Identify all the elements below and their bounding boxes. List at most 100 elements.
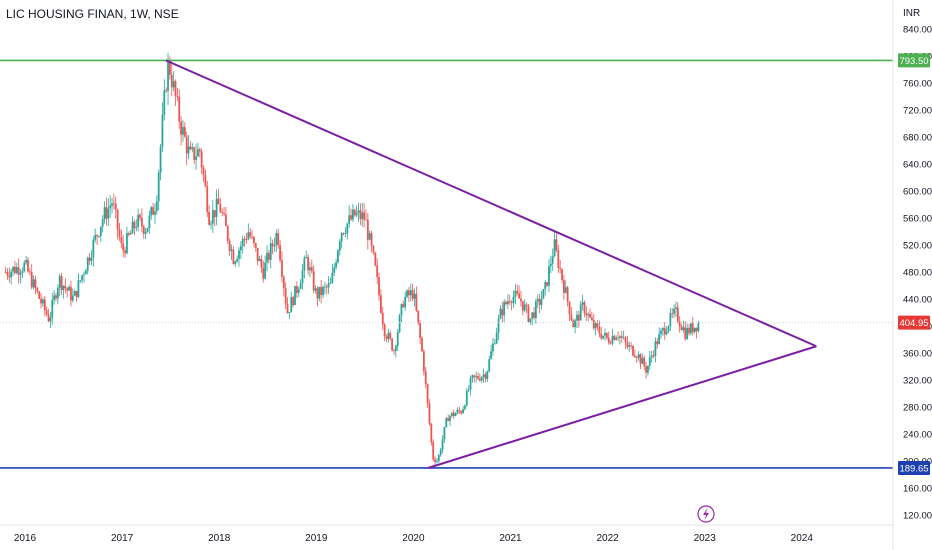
- candle-body: [309, 267, 311, 271]
- candle-body: [531, 312, 534, 319]
- candle-body: [219, 204, 222, 213]
- candle-body: [622, 337, 625, 339]
- candle-body: [628, 345, 631, 347]
- candle-body: [294, 286, 296, 305]
- candle-body: [669, 313, 672, 327]
- candle-body: [667, 326, 670, 332]
- candle-body: [529, 318, 532, 323]
- candle-body: [370, 233, 373, 246]
- candle-body: [512, 296, 515, 304]
- candle-body: [275, 233, 278, 246]
- candle-body: [66, 288, 69, 291]
- candle-body: [602, 335, 605, 339]
- candle-body: [365, 219, 367, 221]
- candle-body: [60, 276, 63, 290]
- candle-body: [322, 287, 324, 296]
- candle-body: [163, 90, 166, 115]
- candle-body: [122, 243, 125, 251]
- candle-body: [152, 207, 154, 215]
- y-tick-label: 320.00: [903, 376, 932, 387]
- candle-body: [157, 172, 160, 202]
- candle-body: [127, 233, 130, 235]
- candle-body: [323, 286, 326, 288]
- candle-body: [45, 309, 48, 315]
- candle-body: [169, 61, 171, 75]
- candle-body: [299, 283, 302, 289]
- y-tick-label: 120.00: [903, 511, 932, 522]
- candle-body: [421, 337, 423, 352]
- candles-group: [4, 52, 700, 466]
- candle-body: [609, 342, 612, 344]
- candle-body: [25, 260, 28, 263]
- candle-body: [574, 320, 577, 328]
- candle-body: [454, 413, 457, 417]
- candle-body: [478, 378, 481, 381]
- candle-body: [408, 290, 410, 296]
- candle-body: [103, 207, 106, 220]
- candle-body: [462, 409, 464, 414]
- candle-body: [137, 214, 140, 228]
- candle-body: [604, 332, 606, 336]
- candle-body: [366, 219, 369, 240]
- candle-body: [615, 337, 618, 340]
- candle-body: [587, 314, 590, 316]
- candle-body: [398, 315, 401, 333]
- candle-body: [247, 232, 250, 240]
- candle-body: [10, 271, 13, 278]
- x-tick-label: 2019: [305, 533, 328, 544]
- candle-body: [682, 327, 685, 331]
- candle-body: [266, 252, 268, 263]
- candle-body: [215, 198, 218, 218]
- candle-body: [202, 167, 205, 176]
- candle-body: [648, 357, 651, 366]
- candle-body: [34, 279, 37, 288]
- candle-body: [211, 210, 214, 224]
- y-tick-label: 360.00: [903, 349, 932, 360]
- candle-body: [566, 287, 569, 302]
- candle-body: [650, 355, 653, 358]
- candle-body: [675, 307, 677, 309]
- x-tick-label: 2018: [208, 533, 231, 544]
- candle-body: [656, 341, 659, 345]
- candle-body: [506, 301, 509, 305]
- y-tick-label: 600.00: [903, 187, 932, 198]
- candle-body: [475, 376, 478, 377]
- candle-body: [43, 299, 46, 310]
- candle-body: [503, 302, 506, 316]
- candle-body: [70, 286, 72, 301]
- candle-body: [469, 378, 472, 390]
- candle-body: [197, 149, 199, 157]
- support-price-tag: 189.65: [899, 463, 928, 474]
- candle-body: [79, 280, 82, 282]
- candle-body: [419, 322, 422, 338]
- candle-body: [193, 147, 196, 160]
- candle-body: [185, 136, 188, 154]
- candle-body: [42, 299, 44, 304]
- candle-body: [620, 336, 623, 338]
- candle-body: [154, 211, 156, 215]
- candle-body: [581, 302, 584, 305]
- currency-label: INR: [903, 8, 920, 19]
- candle-body: [279, 244, 281, 261]
- candle-body: [363, 212, 366, 220]
- candle-body: [592, 320, 595, 329]
- candle-body: [174, 81, 177, 97]
- candle-body: [464, 405, 466, 410]
- candle-body: [176, 96, 179, 97]
- candle-body: [460, 411, 463, 414]
- candle-body: [493, 343, 496, 345]
- candle-body: [652, 355, 655, 357]
- candle-body: [600, 333, 603, 339]
- candle-body: [585, 313, 588, 316]
- y-tick-label: 520.00: [903, 241, 932, 252]
- candle-body: [165, 90, 168, 92]
- lightning-icon[interactable]: [697, 505, 715, 523]
- candle-body: [210, 223, 212, 225]
- candle-body: [73, 291, 76, 296]
- candle-body: [497, 318, 500, 333]
- candle-body: [643, 357, 646, 367]
- candle-body: [12, 266, 14, 272]
- candle-body: [635, 357, 638, 358]
- candle-body: [374, 252, 377, 266]
